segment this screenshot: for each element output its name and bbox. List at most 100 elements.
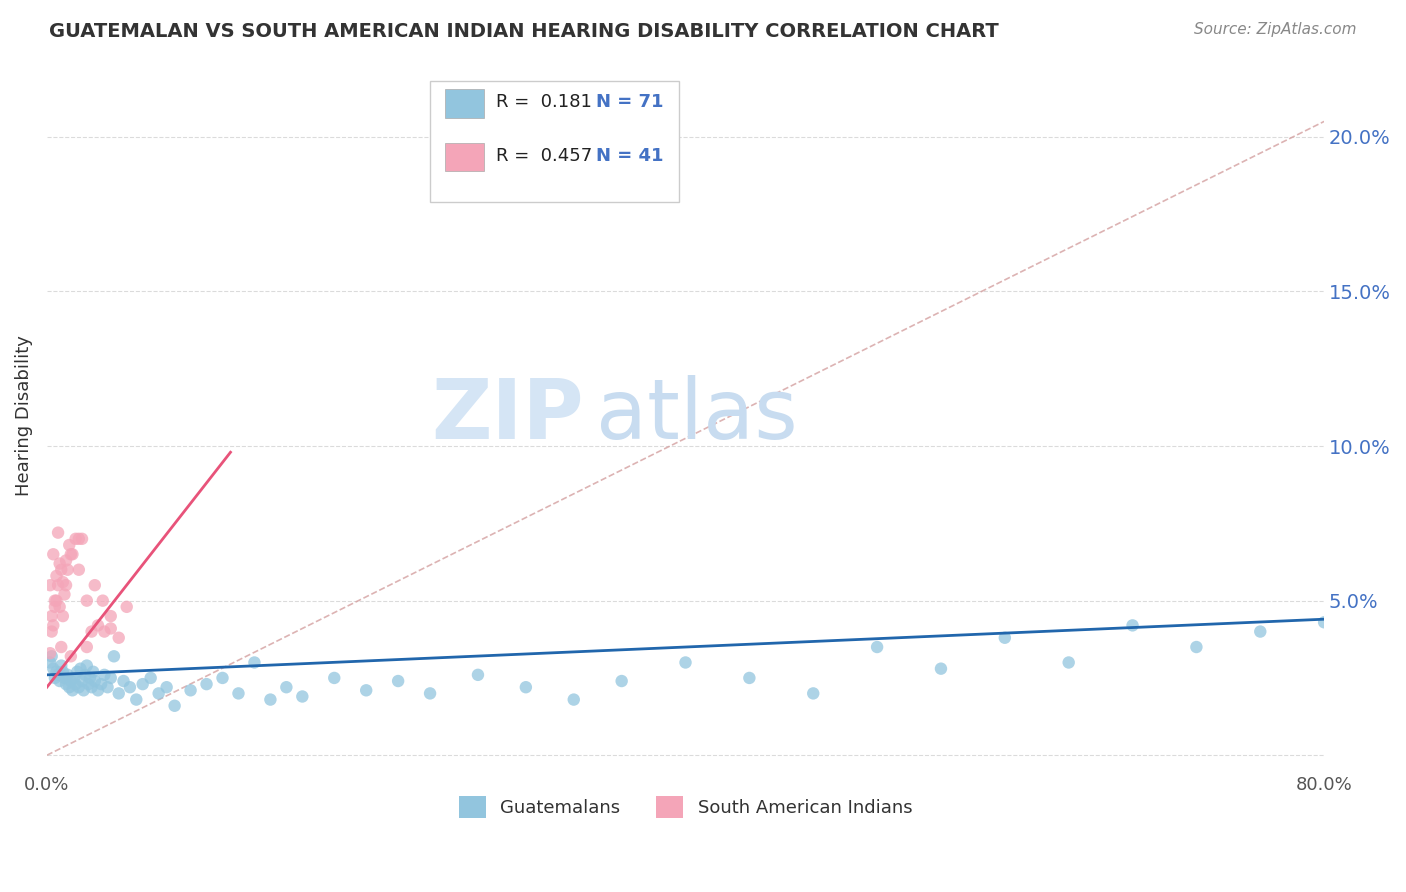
Point bbox=[52, 575, 75, 590]
Point bbox=[562, 692, 585, 706]
Point bbox=[866, 640, 889, 654]
Text: R =  0.457: R = 0.457 bbox=[496, 146, 593, 165]
Point bbox=[76, 658, 98, 673]
Text: N = 71: N = 71 bbox=[596, 94, 664, 112]
Point bbox=[291, 690, 314, 704]
Point bbox=[91, 593, 114, 607]
Point bbox=[323, 671, 346, 685]
Point bbox=[107, 631, 129, 645]
Point bbox=[1057, 656, 1080, 670]
Point bbox=[83, 673, 105, 688]
Point bbox=[211, 671, 233, 685]
FancyBboxPatch shape bbox=[446, 143, 484, 171]
Point bbox=[58, 538, 80, 552]
Point bbox=[82, 665, 104, 679]
Point bbox=[515, 680, 537, 694]
Point bbox=[63, 671, 86, 685]
Point bbox=[801, 686, 824, 700]
Point bbox=[419, 686, 441, 700]
Point bbox=[44, 599, 66, 614]
Point bbox=[80, 680, 103, 694]
Point bbox=[42, 662, 65, 676]
Point bbox=[65, 677, 87, 691]
Point bbox=[67, 532, 90, 546]
Point bbox=[53, 587, 76, 601]
Point bbox=[55, 553, 77, 567]
Point bbox=[66, 665, 89, 679]
Point bbox=[76, 593, 98, 607]
Point bbox=[39, 578, 62, 592]
Point bbox=[70, 673, 93, 688]
Point bbox=[93, 668, 115, 682]
Point bbox=[41, 649, 63, 664]
Point bbox=[96, 680, 118, 694]
Point bbox=[59, 649, 82, 664]
Text: Source: ZipAtlas.com: Source: ZipAtlas.com bbox=[1194, 22, 1357, 37]
Point bbox=[148, 686, 170, 700]
Point bbox=[100, 622, 122, 636]
FancyBboxPatch shape bbox=[430, 81, 679, 202]
Point bbox=[48, 557, 70, 571]
Point bbox=[1185, 640, 1208, 654]
Legend: Guatemalans, South American Indians: Guatemalans, South American Indians bbox=[451, 789, 920, 826]
Point bbox=[1249, 624, 1271, 639]
Point bbox=[46, 525, 69, 540]
Point bbox=[52, 665, 75, 679]
Point bbox=[41, 609, 63, 624]
Point bbox=[51, 658, 73, 673]
Point bbox=[62, 547, 84, 561]
Point bbox=[276, 680, 298, 694]
Point bbox=[87, 618, 110, 632]
Point bbox=[62, 683, 84, 698]
Y-axis label: Hearing Disability: Hearing Disability bbox=[15, 334, 32, 496]
Point bbox=[51, 563, 73, 577]
Point bbox=[45, 593, 67, 607]
Point bbox=[243, 656, 266, 670]
Point bbox=[53, 671, 76, 685]
Point bbox=[467, 668, 489, 682]
Point bbox=[45, 569, 67, 583]
Point bbox=[44, 671, 66, 685]
Point bbox=[55, 677, 77, 691]
Point bbox=[44, 593, 66, 607]
Point bbox=[56, 563, 79, 577]
Point bbox=[100, 609, 122, 624]
Point bbox=[228, 686, 250, 700]
Text: atlas: atlas bbox=[596, 375, 797, 456]
Point bbox=[115, 599, 138, 614]
Point bbox=[41, 624, 63, 639]
Point bbox=[139, 671, 162, 685]
Point bbox=[56, 668, 79, 682]
Point bbox=[48, 673, 70, 688]
Point bbox=[929, 662, 952, 676]
Point bbox=[80, 624, 103, 639]
Point bbox=[354, 683, 377, 698]
Point bbox=[131, 677, 153, 691]
Point bbox=[42, 547, 65, 561]
Point bbox=[72, 683, 94, 698]
Point bbox=[59, 547, 82, 561]
Point bbox=[51, 640, 73, 654]
Point bbox=[125, 692, 148, 706]
Point bbox=[39, 646, 62, 660]
Point bbox=[738, 671, 761, 685]
Text: ZIP: ZIP bbox=[430, 375, 583, 456]
Point bbox=[107, 686, 129, 700]
Point bbox=[163, 698, 186, 713]
Point bbox=[156, 680, 179, 694]
Point bbox=[87, 683, 110, 698]
Point bbox=[1122, 618, 1144, 632]
Point bbox=[103, 649, 125, 664]
Point bbox=[67, 680, 90, 694]
Point bbox=[55, 578, 77, 592]
Point bbox=[75, 668, 97, 682]
Point bbox=[195, 677, 218, 691]
Point bbox=[70, 532, 93, 546]
Point bbox=[48, 599, 70, 614]
Point bbox=[39, 656, 62, 670]
Point bbox=[83, 578, 105, 592]
Point bbox=[46, 578, 69, 592]
Point bbox=[112, 673, 135, 688]
Text: R =  0.181: R = 0.181 bbox=[496, 94, 592, 112]
Point bbox=[610, 673, 633, 688]
